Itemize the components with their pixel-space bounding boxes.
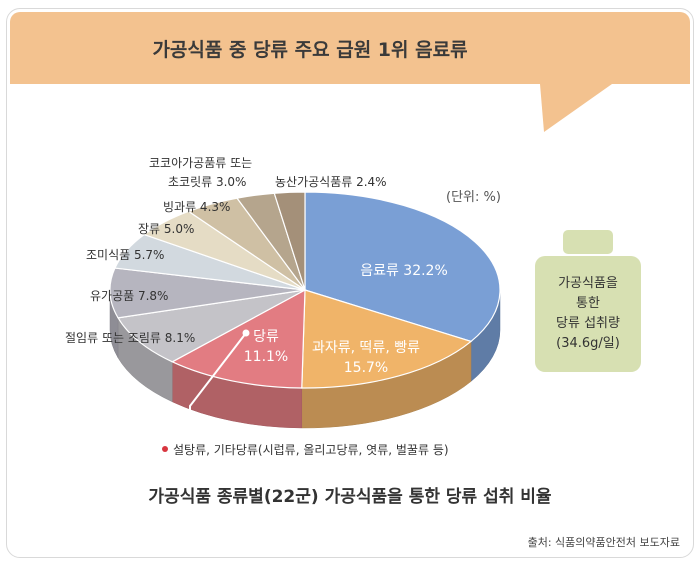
sugar-callout: 설탕류, 기타당류(시럽류, 올리고당류, 엿류, 벌꿀류 등) [162,329,449,457]
note-line: 통한 [576,296,600,311]
note-line: (34.6g/일) [556,336,620,351]
note-line: 당류 섭취량 [556,316,620,331]
data-label-과자류-value: 15.7% [344,360,388,376]
data-label-음료류: 음료류 32.2% [360,263,448,279]
pie-slice-농산가공식품류 [273,191,306,291]
data-label-과자류: 과자류, 떡류, 빵류 [312,340,420,356]
callout-dot-start [242,329,250,337]
callout-line [189,332,247,433]
data-label-코코아가공품류: 코코아가공품류 또는 [149,156,252,170]
unit-label: (단위: %) [446,190,501,205]
pie-slice-음료류 [304,191,501,343]
data-label-유가공품: 유가공품 7.8% [90,289,168,303]
callout-dot-bullet [162,446,168,452]
pie-slice-유가공품 [109,267,306,319]
pie-slice-당류 [170,288,306,389]
pie-top-faces [109,191,501,389]
data-label-장류: 장류 5.0% [138,222,194,236]
pie-slice-절임류 또는 조림류 [117,289,306,363]
callout-text: 설탕류, 기타당류(시럽류, 올리고당류, 엿류, 벌꿀류 등) [173,443,449,457]
data-label-조미식품: 조미식품 5.7% [86,248,164,262]
data-label-당류: 당류 [253,329,279,345]
pie-labels: 음료류 32.2% 과자류, 떡류, 빵류 15.7% 당류 11.1% 절임류 또는 조… [65,156,448,376]
pie-slice-과자류, 떡류, 빵류 [301,289,473,389]
data-label-당류-value: 11.1% [244,349,288,365]
chart-title: 가공식품 종류별(22군) 가공식품을 통한 당류 섭취 비율 [148,487,552,507]
title-banner [10,12,690,84]
bottle-cap-shape [563,230,613,254]
page-title: 가공식품 중 당류 주요 급원 1위 음료류 [152,38,468,61]
data-label-농산가공식품류: 농산가공식품류 2.4% [275,175,387,189]
data-label-빙과류: 빙과류 4.3% [163,200,230,214]
data-label-초코릿류-value: 초코릿류 3.0% [168,175,246,189]
source-note: 출처: 식품의약품안전처 보도자료 [527,536,680,549]
data-label-절임류 또는 조림류: 절임류 또는 조림류 8.1% [65,331,195,345]
note-line: 가공식품을 [558,276,618,291]
sugar-intake-note: 가공식품을 통한 당류 섭취량 (34.6g/일) [535,256,641,372]
